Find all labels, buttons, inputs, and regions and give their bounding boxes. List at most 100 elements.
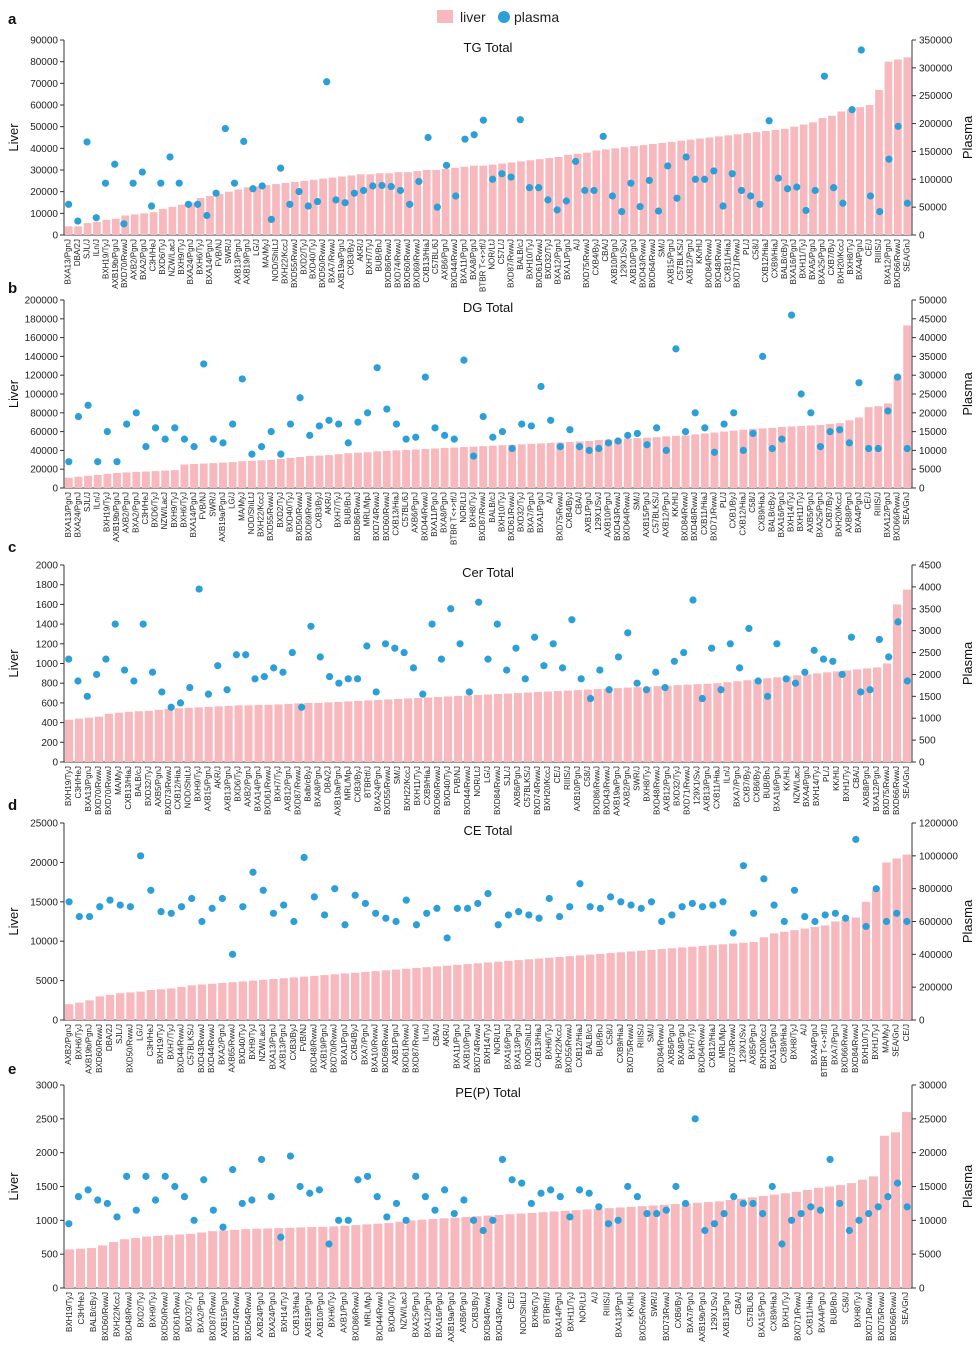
liver-bar [402, 968, 411, 1020]
y-axis-label-left: Liver [6, 379, 21, 408]
left-tick-label: 0 [52, 758, 58, 769]
category-label: BXD44/RwwJ [176, 1024, 185, 1073]
liver-bar [356, 174, 365, 235]
liver-bar [828, 115, 836, 235]
panel-letter: b [8, 280, 17, 297]
category-label: CE/J [902, 1024, 911, 1041]
left-tick-label: 2500 [36, 1114, 59, 1125]
liver-bar [769, 933, 779, 1020]
liver-bar [374, 699, 383, 762]
plasma-point [450, 1209, 458, 1218]
liver-bar [281, 183, 290, 235]
liver-bar [196, 198, 205, 235]
liver-bar [527, 443, 536, 488]
category-label: BXD60/RwwJ [433, 766, 442, 815]
plasma-point [652, 668, 660, 676]
plasma-point [175, 179, 183, 187]
plasma-point [344, 1216, 352, 1224]
liver-bar [64, 1004, 74, 1020]
plasma-point [508, 444, 516, 453]
plasma-point [710, 448, 719, 456]
legend-plasma-label: plasma [514, 9, 559, 25]
liver-bar [290, 181, 299, 235]
liver-bar [593, 689, 602, 762]
category-label: BXD84/RwwJ [681, 492, 690, 541]
plasma-point [335, 679, 343, 687]
category-label: CBA/J [432, 1024, 441, 1047]
liver-bar [714, 136, 723, 235]
category-label: BXA5/PgnJ [808, 239, 817, 280]
liver-bar [411, 449, 420, 488]
liver-bar [872, 667, 882, 762]
category-label: BXD6/TyJ [158, 239, 167, 275]
plasma-point [701, 175, 709, 183]
plasma-point [903, 917, 911, 926]
plasma-point [668, 911, 676, 919]
liver-bar [84, 475, 93, 488]
plasma-point [618, 208, 626, 216]
category-label: AXB1/PgnJ [391, 1024, 400, 1065]
category-label: BXA8/PgnJ [313, 766, 322, 807]
plasma-point [885, 653, 893, 661]
liver-bar [219, 1230, 229, 1288]
liver-bar [831, 921, 840, 1020]
liver-bar [391, 969, 401, 1020]
category-label: CXB13/HiaJ [534, 1024, 543, 1068]
liver-bar [113, 472, 121, 488]
liver-bar [439, 1218, 449, 1288]
liver-bar [749, 428, 757, 488]
liver-bar [583, 689, 592, 762]
category-label: BXD32/TyJ [144, 766, 153, 806]
plasma-point [474, 899, 482, 908]
plasma-point [774, 174, 782, 182]
right-tick-label: 30000 [919, 371, 947, 382]
plasma-point [94, 1196, 102, 1204]
plasma-point [447, 605, 455, 613]
liver-bar [663, 685, 672, 762]
category-label: BUB/BnJ [375, 239, 384, 271]
left-tick-label: 80000 [30, 408, 58, 419]
liver-bar [633, 687, 642, 762]
right-tick-label: 200000 [919, 983, 953, 994]
category-label: BXH22/KccJ [113, 1292, 122, 1337]
category-label: ILn/J [92, 239, 101, 256]
category-label: BXD44/RwwJ [450, 239, 459, 288]
plasma-point [75, 912, 83, 921]
category-label: BXD43/RwwJ [495, 1292, 504, 1341]
liver-bar [596, 953, 605, 1020]
category-label: AXB19/PgnJ [304, 1292, 313, 1337]
liver-bar [658, 142, 667, 235]
liver-bar [533, 692, 542, 762]
liver-bar [677, 140, 686, 235]
liver-bar [505, 1214, 515, 1288]
category-label: SEA/GnJ [902, 492, 911, 525]
category-label: BXA1/PgnJ [536, 492, 545, 533]
liver-bar [846, 1183, 856, 1288]
y-axis-label-right: Plasma [960, 899, 975, 943]
left-tick-label: 0 [52, 1016, 58, 1027]
chart-title: TG Total [464, 40, 513, 55]
liver-bar [347, 175, 356, 235]
liver-bar [124, 711, 133, 762]
plasma-point [547, 416, 555, 424]
plasma-point [269, 909, 278, 917]
plasma-point [604, 439, 613, 447]
plasma-point [845, 1226, 853, 1235]
plasma-point [701, 1226, 709, 1235]
plasma-point [884, 1193, 892, 1201]
category-label: BXH6/TyJ [328, 1292, 337, 1328]
liver-bar [136, 991, 145, 1020]
liver-bar [286, 457, 295, 488]
liver-bar [450, 1217, 460, 1288]
plasma-point [678, 903, 686, 911]
liver-bar [330, 974, 339, 1020]
liver-bar [76, 1248, 86, 1288]
plasma-point [759, 1209, 767, 1218]
plasma-point [821, 911, 829, 919]
liver-bar [613, 688, 622, 762]
liver-bar [263, 1228, 273, 1288]
plasma-point [456, 640, 464, 648]
plasma-point [267, 428, 275, 436]
left-tick-label: 0 [52, 231, 58, 242]
liver-bar [545, 158, 554, 235]
